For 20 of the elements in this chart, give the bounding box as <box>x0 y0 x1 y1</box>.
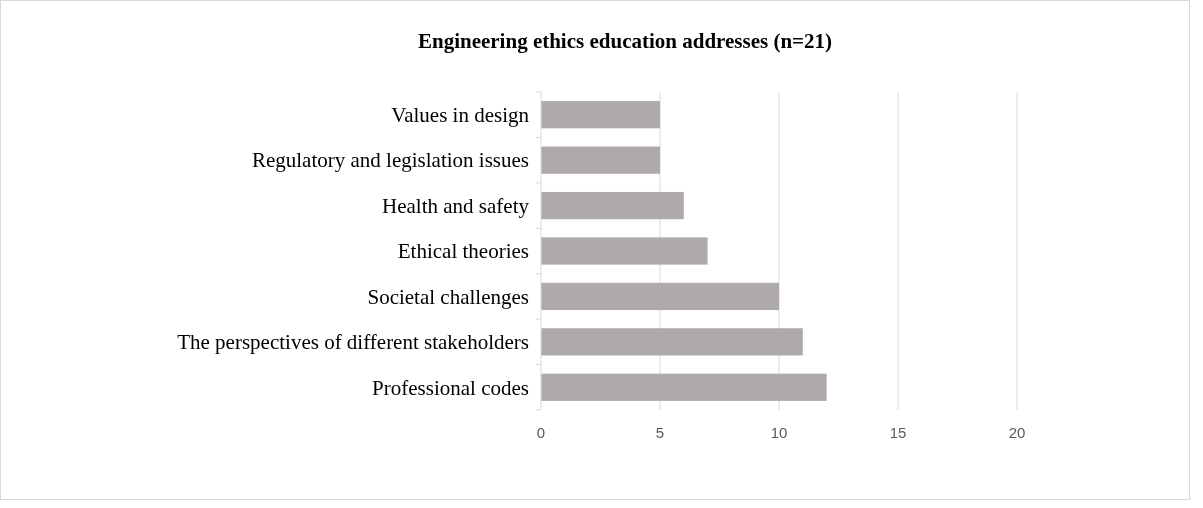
y-tick-label: Values in design <box>391 103 530 128</box>
bar <box>541 328 803 356</box>
y-tick-label: Professional codes <box>372 375 529 400</box>
bar <box>541 282 779 311</box>
bar <box>541 373 827 401</box>
bar <box>541 146 660 174</box>
bar <box>541 101 660 129</box>
x-tick-label: 5 <box>655 424 665 441</box>
y-tick-label: Societal challenges <box>367 284 529 309</box>
y-tick-label: The perspectives of different stakeholders <box>177 330 529 355</box>
chart-title: Engineering ethics education addresses (n=21) <box>417 29 833 53</box>
x-tick-label: 0 <box>536 424 546 441</box>
x-tick-label: 20 <box>1008 424 1026 441</box>
bar <box>541 191 684 220</box>
y-tick-label: Health and safety <box>382 193 530 218</box>
y-tick-label: Regulatory and legislation issues <box>251 148 529 173</box>
y-tick-label: Ethical theories <box>397 239 529 264</box>
bar <box>541 237 708 265</box>
x-tick-label: 15 <box>889 424 907 441</box>
x-tick-label: 10 <box>770 424 788 441</box>
